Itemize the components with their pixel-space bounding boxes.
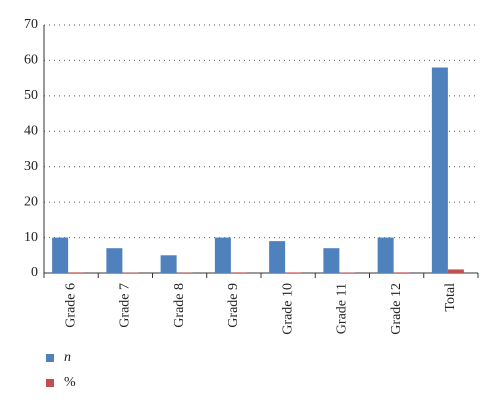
- y-tick-label: 10: [24, 230, 38, 245]
- y-tick-label: 30: [24, 159, 38, 174]
- bar: [106, 248, 123, 273]
- bar: [323, 248, 340, 273]
- bar: [214, 237, 231, 273]
- y-tick-label: 60: [24, 53, 38, 68]
- y-tick-label: 50: [24, 88, 38, 103]
- bar: [230, 272, 247, 273]
- bar: [377, 237, 394, 273]
- x-tick-label: Grade 6: [63, 283, 78, 328]
- legend-label: n: [64, 350, 71, 365]
- y-tick-label: 20: [24, 194, 38, 209]
- x-tick-label: Grade 11: [335, 283, 350, 334]
- bar: [269, 241, 286, 273]
- bar: [68, 272, 85, 273]
- legend-label: %: [64, 375, 76, 390]
- bar: [431, 67, 448, 273]
- x-tick-label: Grade 10: [280, 283, 295, 335]
- bar: [160, 255, 177, 273]
- x-tick-label: Grade 9: [226, 283, 241, 328]
- bar: [285, 272, 302, 273]
- bar: [393, 272, 410, 273]
- x-tick-label: Grade 12: [389, 283, 404, 335]
- y-tick-label: 0: [31, 265, 38, 280]
- legend-swatch: [46, 379, 54, 387]
- bar: [52, 237, 69, 273]
- x-tick-label: Total: [443, 283, 458, 312]
- x-tick-label: Grade 7: [118, 283, 133, 328]
- y-tick-label: 40: [24, 124, 38, 139]
- y-tick-label: 70: [24, 17, 38, 32]
- legend-swatch: [46, 354, 54, 362]
- x-tick-label: Grade 8: [172, 283, 187, 328]
- bar: [447, 269, 464, 273]
